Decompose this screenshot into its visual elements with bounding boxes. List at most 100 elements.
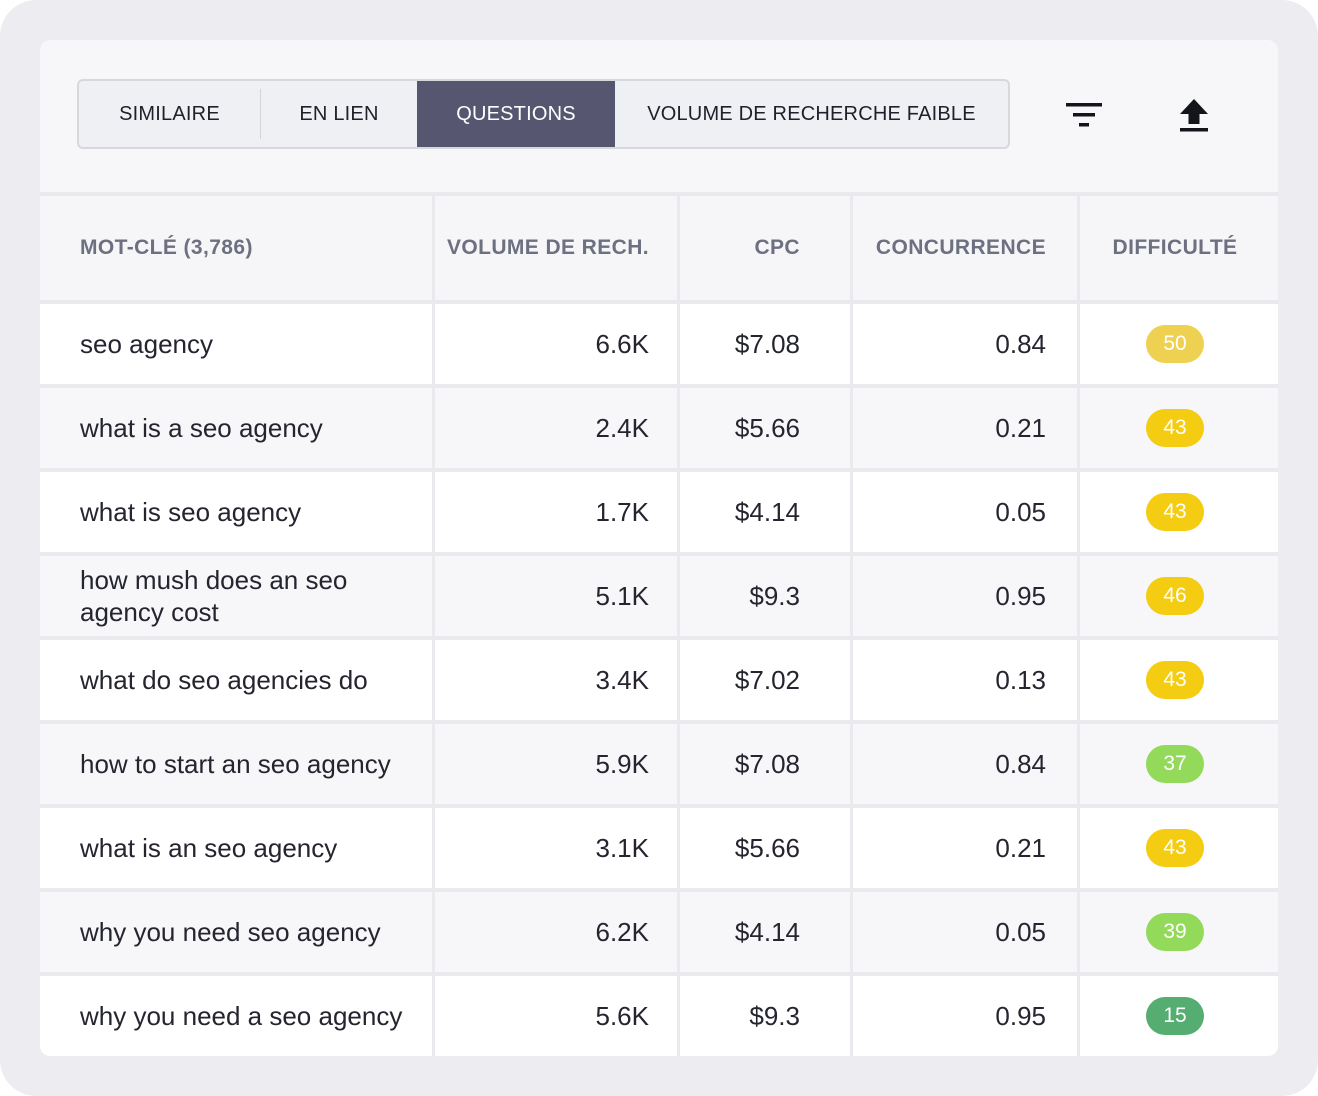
competition-cell-text: 0.84 [995, 328, 1046, 359]
tab-volume-faible[interactable]: VOLUME DE RECHERCHE FAIBLE [647, 102, 976, 125]
volume-cell-text: 3.4K [595, 664, 650, 695]
competition-cell: 0.05 [853, 892, 1077, 972]
header-volume[interactable]: VOLUME DE RECH. [435, 196, 677, 300]
volume-cell: 6.6K [435, 304, 677, 384]
cpc-cell-text: $4.14 [734, 916, 800, 947]
table-row[interactable]: why you need a seo agency 5.6K $9.3 0.95 15 [40, 976, 1278, 1056]
header-difficulty[interactable]: DIFFICULTÉ [1080, 196, 1278, 300]
competition-cell-text: 0.84 [995, 748, 1046, 779]
tab-divider [260, 89, 261, 139]
difficulty-badge: 46 [1146, 577, 1204, 615]
cpc-cell: $7.08 [680, 304, 850, 384]
keyword-cell-text: what is seo agency [80, 497, 302, 527]
keyword-cell[interactable]: how to start an seo agency [40, 724, 432, 804]
tab-questions[interactable]: QUESTIONS [417, 81, 615, 147]
difficulty-cell: 39 [1080, 892, 1278, 972]
keyword-cell[interactable]: why you need seo agency [40, 892, 432, 972]
volume-cell: 5.1K [435, 556, 677, 636]
cpc-cell-text: $5.66 [734, 832, 800, 863]
volume-cell-text: 1.7K [595, 496, 650, 527]
filter-icon[interactable] [1064, 95, 1104, 135]
cpc-cell-text: $7.08 [734, 748, 800, 779]
table-row[interactable]: how mush does an seo agency cost 5.1K $9.3… [40, 556, 1278, 636]
volume-cell-text: 6.2K [595, 916, 650, 947]
table-header-row: MOT-CLÉ (3,786) VOLUME DE RECH. CPC CONC… [40, 196, 1278, 300]
volume-cell: 5.9K [435, 724, 677, 804]
difficulty-cell: 43 [1080, 808, 1278, 888]
cpc-cell-text: $7.02 [734, 664, 800, 695]
table-row[interactable]: what is an seo agency 3.1K $5.66 0.21 43 [40, 808, 1278, 888]
table-row[interactable]: how to start an seo agency 5.9K $7.08 0.84 3… [40, 724, 1278, 804]
difficulty-cell: 46 [1080, 556, 1278, 636]
header-cpc[interactable]: CPC [680, 196, 850, 300]
header-competition[interactable]: CONCURRENCE [853, 196, 1077, 300]
cpc-cell: $7.08 [680, 724, 850, 804]
tab-bar: SIMILAIRE EN LIEN QUESTIONS VOLUME DE RE… [77, 79, 1010, 149]
difficulty-badge: 43 [1146, 829, 1204, 867]
volume-cell-text: 6.6K [595, 328, 650, 359]
competition-cell-text: 0.05 [995, 916, 1046, 947]
competition-cell: 0.84 [853, 304, 1077, 384]
volume-cell-text: 5.1K [595, 580, 650, 611]
competition-cell: 0.95 [853, 976, 1077, 1056]
export-icon-graphic [1180, 99, 1208, 132]
competition-cell-text: 0.21 [995, 412, 1046, 443]
difficulty-cell: 37 [1080, 724, 1278, 804]
keyword-cell-text: what is a seo agency [80, 413, 323, 443]
volume-cell-text: 5.6K [595, 1000, 650, 1031]
cpc-cell: $9.3 [680, 556, 850, 636]
keyword-cell[interactable]: how mush does an seo agency cost [40, 556, 432, 636]
keyword-cell-text: how to start an seo agency [80, 749, 391, 779]
table-row[interactable]: what is seo agency 1.7K $4.14 0.05 43 [40, 472, 1278, 552]
volume-cell: 3.1K [435, 808, 677, 888]
cpc-cell: $5.66 [680, 808, 850, 888]
keyword-cell[interactable]: what do seo agencies do [40, 640, 432, 720]
keyword-cell[interactable]: seo agency [40, 304, 432, 384]
cpc-cell: $9.3 [680, 976, 850, 1056]
volume-cell: 1.7K [435, 472, 677, 552]
keyword-cell[interactable]: what is an seo agency [40, 808, 432, 888]
cpc-cell: $7.02 [680, 640, 850, 720]
competition-cell: 0.13 [853, 640, 1077, 720]
difficulty-cell: 43 [1080, 640, 1278, 720]
cpc-cell-text: $4.14 [734, 496, 800, 527]
competition-cell-text: 0.05 [995, 496, 1046, 527]
volume-cell: 5.6K [435, 976, 677, 1056]
table-row[interactable]: why you need seo agency 6.2K $4.14 0.05 39 [40, 892, 1278, 972]
difficulty-badge: 50 [1146, 325, 1204, 363]
competition-cell: 0.05 [853, 472, 1077, 552]
header-keyword[interactable]: MOT-CLÉ (3,786) [40, 196, 432, 300]
table-row[interactable]: what do seo agencies do 3.4K $7.02 0.13 43 [40, 640, 1278, 720]
competition-cell-text: 0.13 [995, 664, 1046, 695]
keyword-cell[interactable]: why you need a seo agency [40, 976, 432, 1056]
keyword-cell-text: what is an seo agency [80, 833, 338, 863]
table-row[interactable]: seo agency 6.6K $7.08 0.84 50 [40, 304, 1278, 384]
cpc-cell-text: $5.66 [734, 412, 800, 443]
cpc-cell: $4.14 [680, 472, 850, 552]
tab-en-lien[interactable]: EN LIEN [299, 102, 379, 125]
competition-cell-text: 0.95 [995, 1000, 1046, 1031]
volume-cell-text: 5.9K [595, 748, 650, 779]
volume-cell-text: 2.4K [595, 412, 650, 443]
difficulty-cell: 50 [1080, 304, 1278, 384]
volume-cell: 3.4K [435, 640, 677, 720]
cpc-cell-text: $7.08 [734, 328, 800, 359]
keyword-cell-text: seo agency [80, 329, 213, 359]
volume-cell-text: 3.1K [595, 832, 650, 863]
cpc-cell: $4.14 [680, 892, 850, 972]
table-row[interactable]: what is a seo agency 2.4K $5.66 0.21 43 [40, 388, 1278, 468]
keyword-cell-text: why you need a seo agency [80, 1001, 403, 1031]
competition-cell: 0.21 [853, 808, 1077, 888]
keyword-cell-text: how mush does an seo agency cost [80, 565, 348, 627]
keyword-cell-text: what do seo agencies do [80, 665, 368, 695]
tab-similaire[interactable]: SIMILAIRE [119, 102, 220, 125]
competition-cell: 0.84 [853, 724, 1077, 804]
difficulty-cell: 15 [1080, 976, 1278, 1056]
toolbar: SIMILAIRE EN LIEN QUESTIONS VOLUME DE RE… [40, 40, 1278, 192]
export-icon[interactable] [1174, 95, 1214, 135]
difficulty-badge: 39 [1146, 913, 1204, 951]
difficulty-badge: 43 [1146, 493, 1204, 531]
difficulty-badge: 43 [1146, 409, 1204, 447]
keyword-cell[interactable]: what is seo agency [40, 472, 432, 552]
keyword-cell[interactable]: what is a seo agency [40, 388, 432, 468]
